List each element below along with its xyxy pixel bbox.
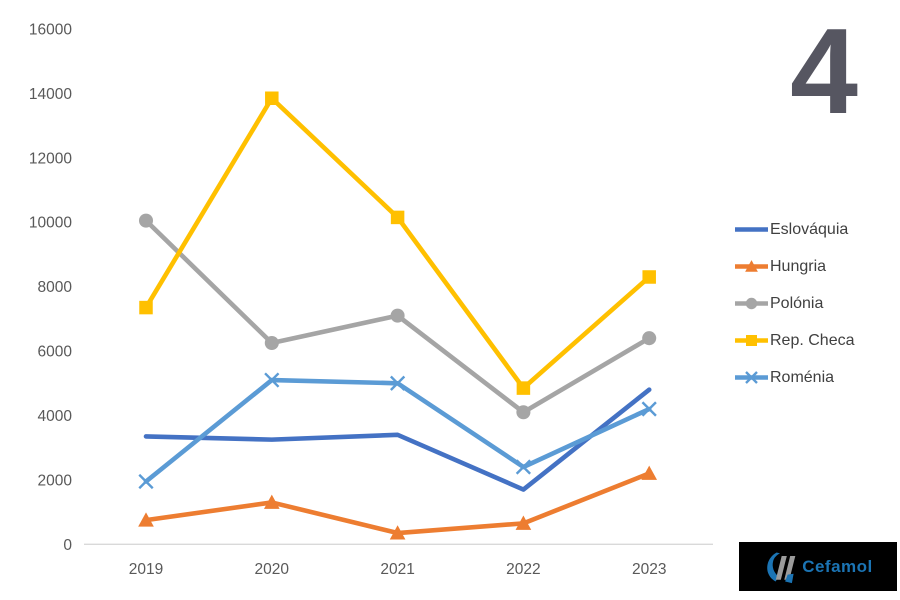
cefamol-logo-text: Cefamol [802, 556, 873, 576]
circle-marker [745, 297, 758, 310]
legend-item-Roménia: Roménia [735, 359, 855, 396]
series-line [143, 471, 652, 536]
x-axis-tick-label: 2019 [129, 561, 163, 578]
circle-marker [138, 213, 154, 228]
series-Polónia [138, 213, 657, 420]
legend-item-Hungria: Hungria [735, 248, 855, 285]
y-axis-tick-label: 4000 [38, 408, 73, 425]
triangle-marker [389, 525, 406, 540]
page-number: 4 [790, 3, 858, 139]
logo-mark-stroke [775, 555, 788, 580]
x-axis-tick-label: 2020 [255, 561, 290, 578]
series-Roménia [138, 372, 657, 490]
legend-line-sample [735, 335, 768, 346]
x-marker [264, 372, 280, 388]
legend-item-Polónia: Polónia [735, 285, 855, 322]
square-marker [746, 335, 757, 346]
triangle-marker [138, 512, 154, 527]
triangle-marker [515, 515, 532, 530]
legend-label: Rep. Checa [770, 331, 855, 349]
cefamol-logo: Cefamol [739, 542, 897, 591]
x-axis-tick-label: 2022 [506, 561, 540, 578]
y-axis-tick-label: 16000 [29, 22, 72, 39]
x-marker [390, 375, 406, 391]
series-Rep. Checa [139, 91, 656, 395]
logo-mark-stroke [767, 552, 781, 581]
triangle-marker [641, 465, 658, 480]
legend-item-Rep. Checa: Rep. Checa [735, 322, 855, 359]
legend-line-sample [735, 260, 768, 272]
x-marker [745, 371, 758, 384]
circle-marker [264, 335, 279, 351]
y-axis-tick-label: 6000 [38, 344, 73, 361]
x-marker [515, 459, 531, 475]
x-marker [138, 473, 154, 490]
logo-mark-stroke [784, 555, 796, 580]
legend-line-sample [735, 371, 768, 384]
square-marker [516, 381, 531, 395]
legend-line-sample [735, 227, 768, 232]
square-marker [642, 270, 656, 284]
legend-line-sample [735, 297, 768, 310]
y-axis-tick-label: 0 [63, 537, 72, 554]
y-axis-tick-label: 2000 [38, 472, 73, 489]
legend-label: Roménia [770, 368, 835, 386]
square-marker [390, 210, 405, 225]
y-axis-tick-label: 8000 [38, 279, 73, 296]
circle-marker [642, 331, 657, 346]
y-axis-tick-label: 12000 [29, 150, 72, 167]
series-line [143, 377, 652, 484]
legend-item-Eslováquia: Eslováquia [735, 211, 855, 248]
cefamol-logo-mark-icon [767, 552, 796, 583]
triangle-marker [745, 260, 758, 272]
x-marker [641, 401, 657, 417]
legend-label: Eslováquia [770, 220, 849, 238]
series-Eslováquia [143, 387, 652, 492]
series-Hungria [138, 465, 658, 540]
circle-marker [390, 308, 405, 323]
chart-legend: Eslováquia Hungria Polónia Rep. Checa Roméni… [735, 211, 855, 396]
square-marker [265, 91, 279, 105]
series-line [143, 95, 652, 391]
series-line [143, 387, 652, 492]
triangle-marker [263, 494, 280, 509]
y-axis-tick-label: 14000 [29, 86, 72, 103]
x-axis-tick-label: 2021 [380, 561, 414, 578]
legend-label: Polónia [770, 294, 824, 312]
y-axis-tick-label: 10000 [29, 215, 72, 232]
legend-label: Hungria [770, 257, 827, 275]
circle-marker [516, 405, 531, 420]
square-marker [139, 300, 153, 315]
logo-mark-stroke [785, 573, 794, 583]
x-axis-tick-label: 2023 [632, 561, 666, 578]
